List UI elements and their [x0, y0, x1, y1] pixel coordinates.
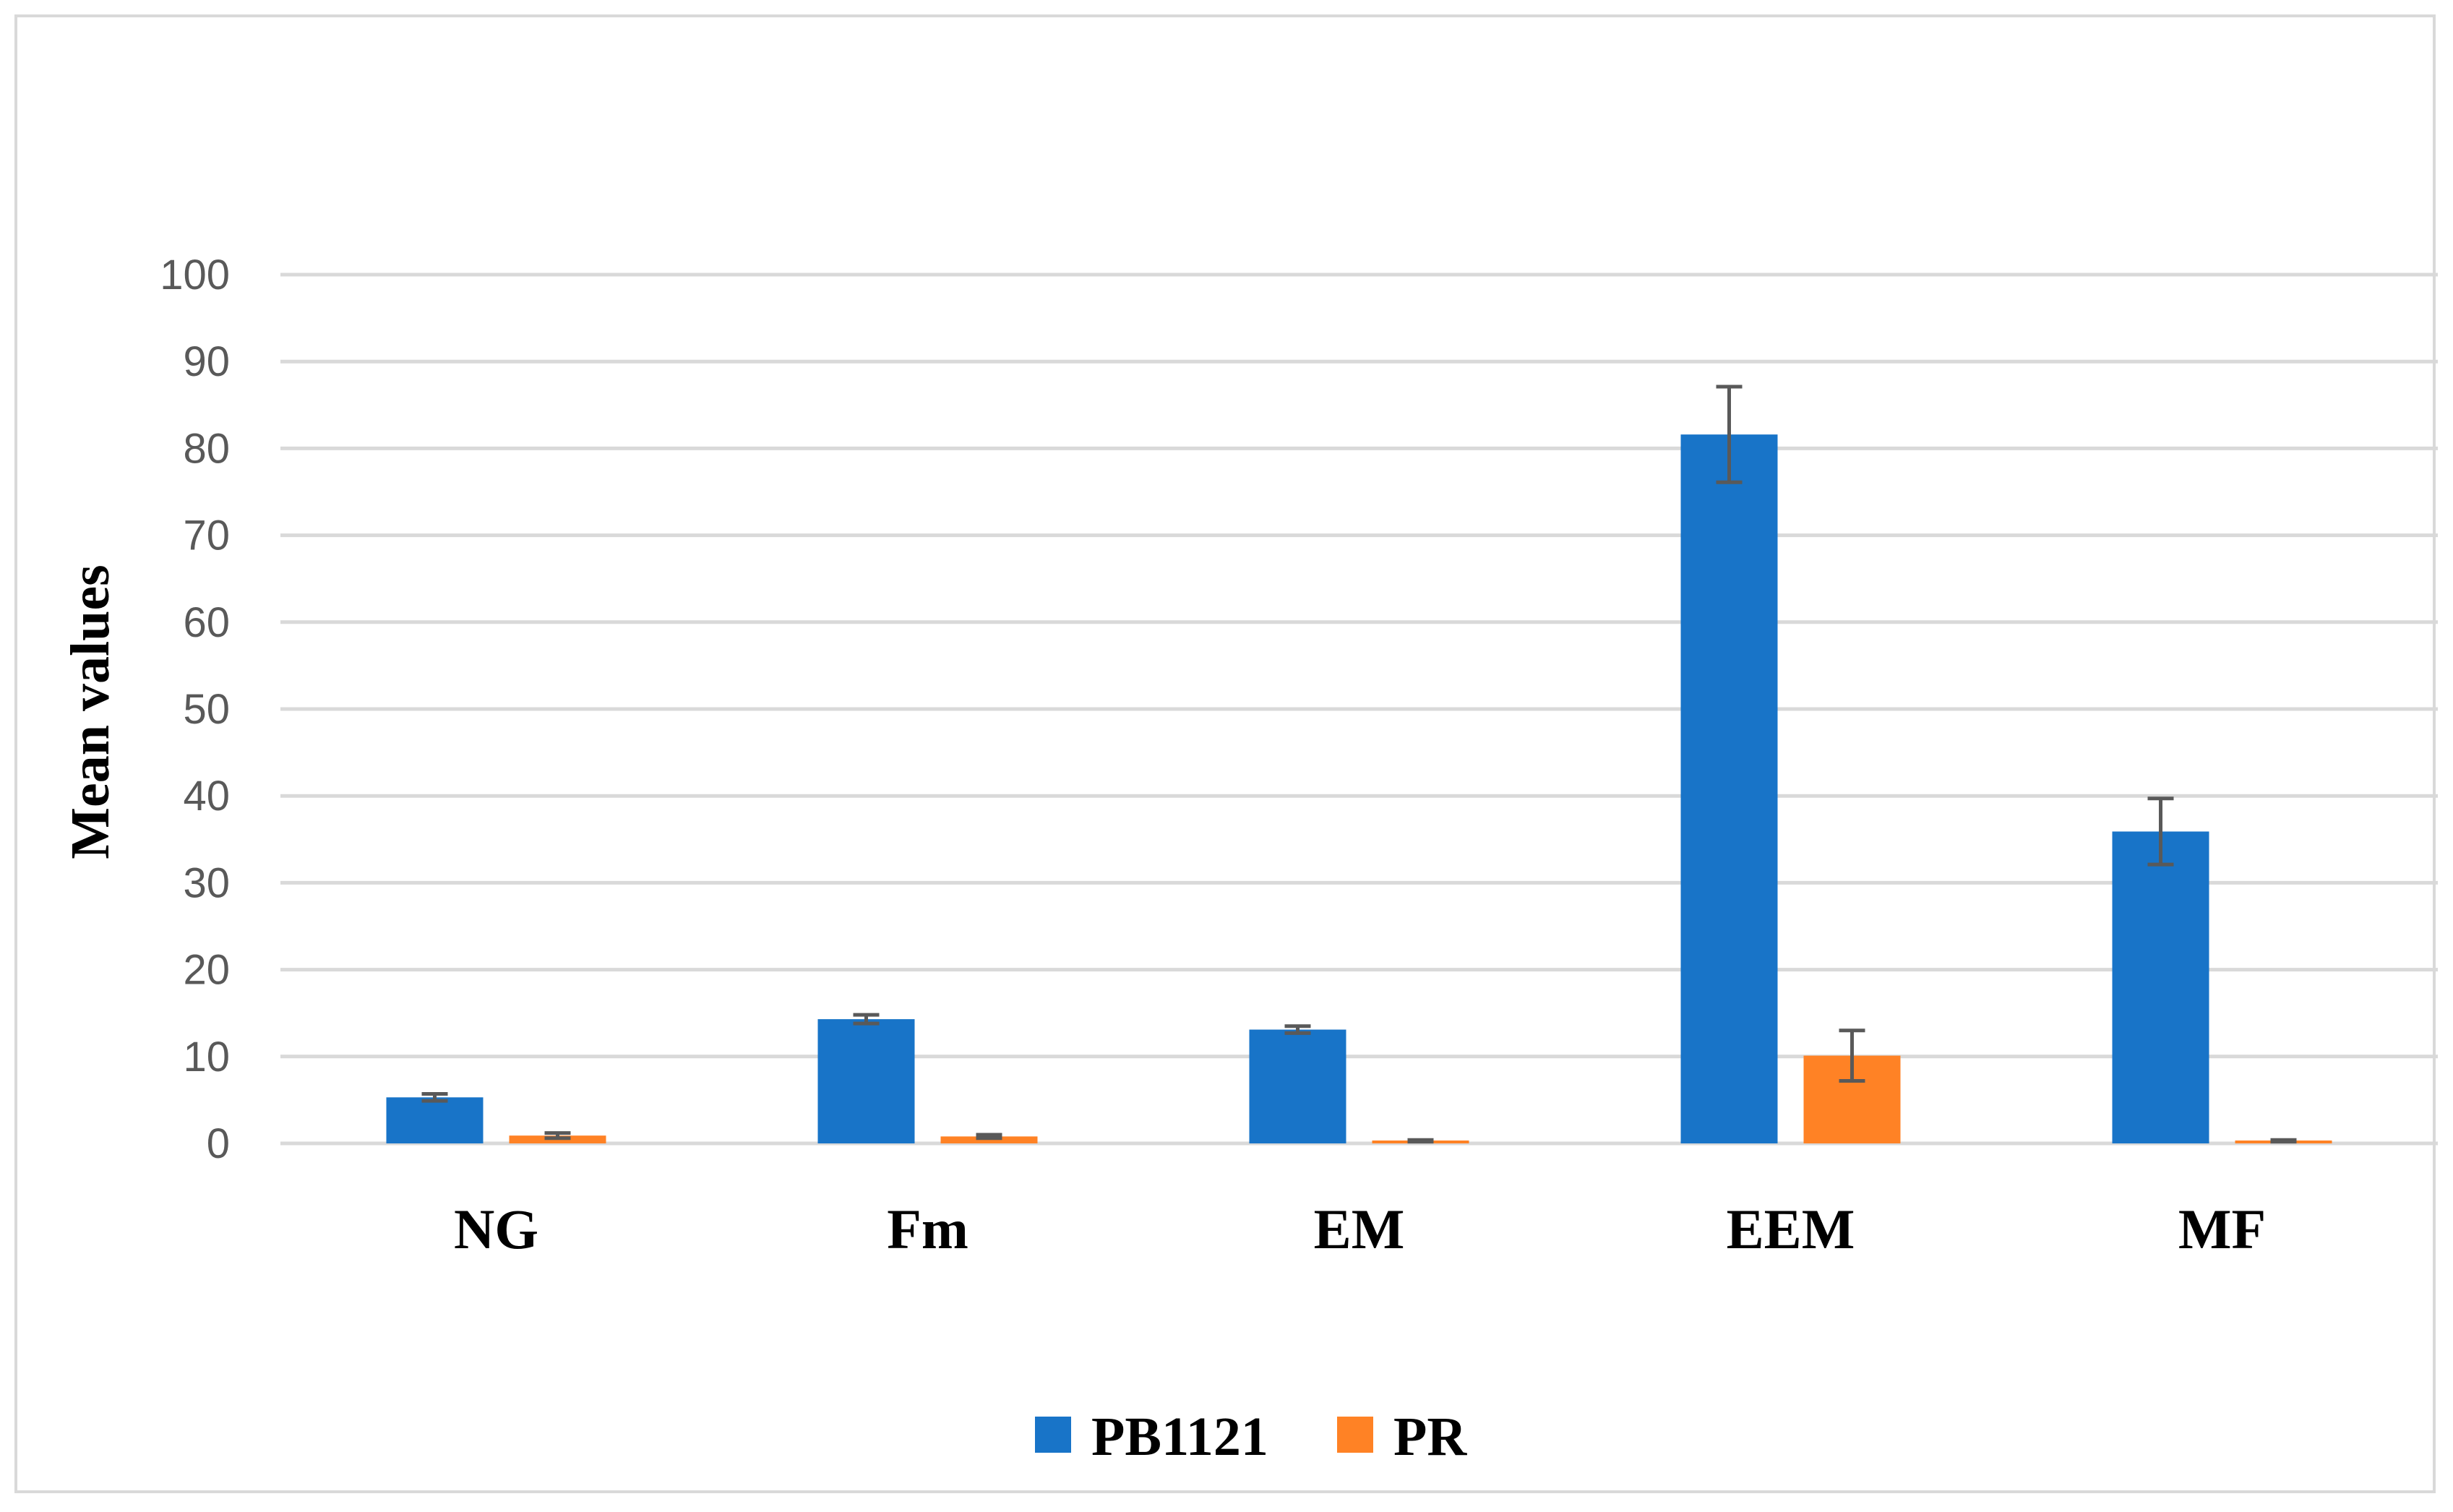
- y-tick-label: 0: [207, 1120, 230, 1167]
- chart-frame: [14, 14, 2436, 1493]
- legend: PB1121 PR: [1035, 1406, 1467, 1467]
- error-bar: [1284, 1024, 1311, 1035]
- error-bar: [2147, 796, 2174, 867]
- error-bar: [1839, 1028, 1865, 1083]
- y-tick-label: 10: [183, 1034, 230, 1081]
- error-bar: [853, 1013, 880, 1026]
- x-category-label: Fm: [887, 1198, 968, 1260]
- gridlines: [280, 272, 2438, 1146]
- y-tick-label: 50: [183, 686, 230, 733]
- legend-label: PB1121: [1091, 1406, 1268, 1467]
- y-tick-label: 70: [183, 512, 230, 559]
- y-tick-label: 100: [160, 252, 230, 298]
- bar-pb1121-em: [1249, 1029, 1346, 1143]
- x-category-label: EM: [1314, 1198, 1405, 1260]
- error-bar: [1407, 1138, 1434, 1144]
- legend-swatch: [1337, 1417, 1373, 1453]
- bar-pb1121-eem: [1680, 434, 1778, 1143]
- legend-label: PR: [1393, 1406, 1467, 1467]
- error-bar: [976, 1133, 1002, 1141]
- x-category-label: EEM: [1727, 1198, 1855, 1260]
- y-axis-title: Mean values: [60, 564, 121, 859]
- error-bar: [2270, 1138, 2297, 1144]
- legend-swatch: [1035, 1417, 1071, 1453]
- bar-pb1121-ng: [386, 1097, 484, 1143]
- x-category-label: NG: [454, 1198, 538, 1260]
- bars: [386, 434, 2332, 1143]
- error-bars: [421, 385, 2297, 1144]
- y-tick-label: 40: [183, 773, 230, 820]
- x-category-label: MF: [2178, 1198, 2266, 1260]
- x-axis-categories: NG Fm EM EEM MF: [454, 1198, 2266, 1260]
- y-tick-label: 90: [183, 338, 230, 385]
- legend-item: PR: [1337, 1406, 1467, 1467]
- y-tick-label: 30: [183, 859, 230, 906]
- bar-pb1121-mf: [2112, 831, 2209, 1143]
- y-tick-label: 80: [183, 425, 230, 472]
- y-tick-label: 20: [183, 947, 230, 994]
- error-bar: [1716, 385, 1743, 484]
- legend-item: PB1121: [1035, 1406, 1268, 1467]
- y-tick-label: 60: [183, 599, 230, 646]
- y-axis-ticks: 0 10 20 30 40 50 60 70 80 90 100: [160, 252, 230, 1167]
- bar-pb1121-fm: [817, 1019, 915, 1143]
- error-bar: [421, 1091, 448, 1103]
- error-bar: [544, 1131, 571, 1141]
